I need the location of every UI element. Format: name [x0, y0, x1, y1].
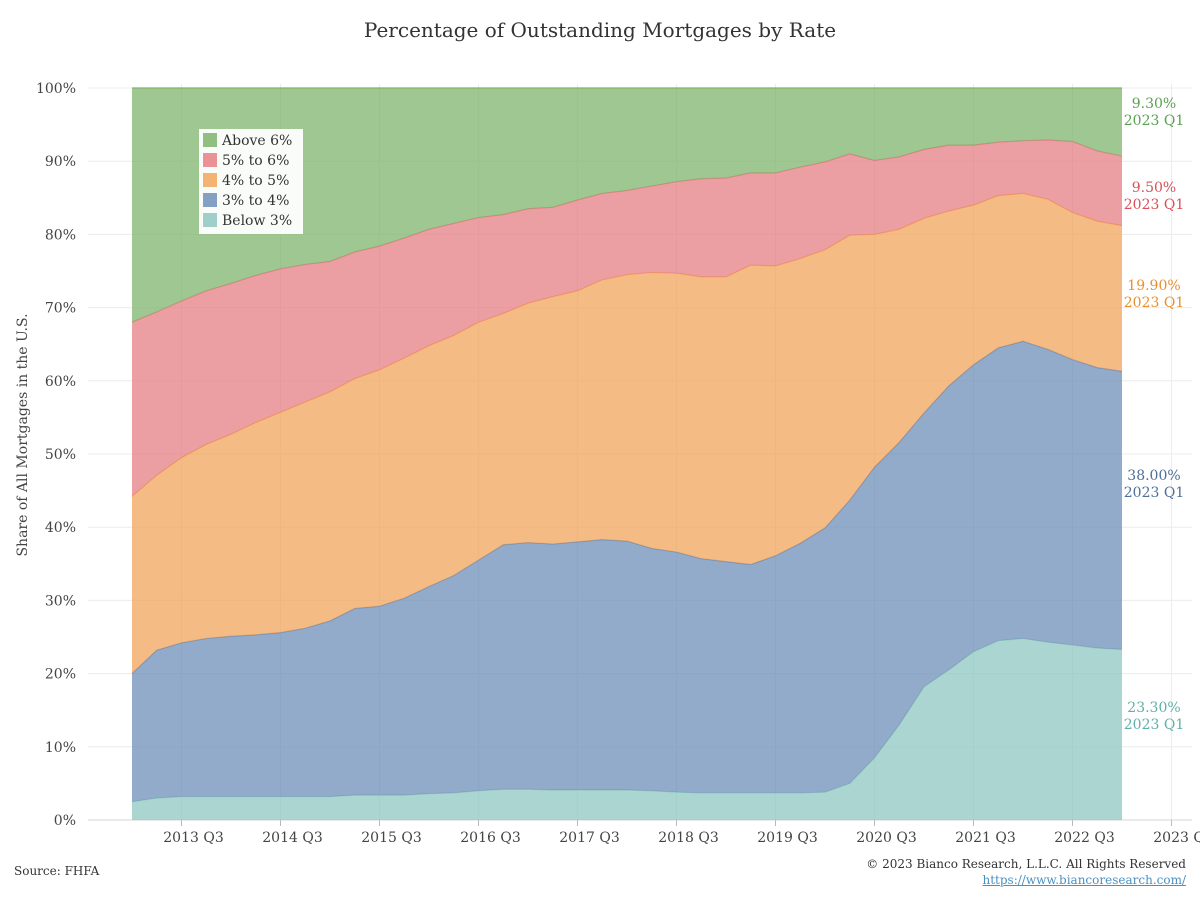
end-label: 9.50%2023 Q1 [1124, 180, 1184, 213]
x-axis-ticks: 2013 Q3 2014 Q3 2015 Q3 2016 Q3 2017 Q3 2018 … [163, 820, 1200, 846]
x-tick-label: 2018 Q3 [658, 830, 718, 846]
legend-swatch [203, 213, 217, 227]
website-link[interactable]: https://www.biancoresearch.com/ [982, 873, 1186, 887]
end-label: 9.30%2023 Q1 [1124, 96, 1184, 129]
footer-credits: © 2023 Bianco Research, L.L.C. All Right… [866, 856, 1186, 888]
x-tick-label: 2016 Q3 [460, 830, 520, 846]
y-tick-label: 0% [54, 813, 76, 829]
y-tick-label: 80% [45, 227, 76, 243]
y-tick-label: 100% [36, 81, 76, 97]
y-tick-label: 40% [45, 520, 76, 536]
x-tick-label: 2022 Q3 [1054, 830, 1114, 846]
legend-item: 4% to 5% [203, 173, 289, 189]
end-label-value: 23.30% [1127, 700, 1180, 716]
x-tick-label: 2023 Q3 [1153, 830, 1200, 846]
area-4-to-5 [132, 193, 1122, 674]
end-label-value: 19.90% [1127, 278, 1180, 294]
end-label-period: 2023 Q1 [1124, 717, 1184, 733]
y-tick-label: 30% [45, 593, 76, 609]
x-tick-label: 2015 Q3 [361, 830, 421, 846]
area-3-to-4 [132, 341, 1122, 802]
legend-label: 4% to 5% [222, 173, 289, 189]
end-label: 19.90%2023 Q1 [1124, 278, 1184, 311]
y-axis-ticks: 0% 10% 20% 30% 40% 50% 60% 70% 80% 90% 100% [36, 81, 76, 829]
y-tick-label: 20% [45, 667, 76, 683]
x-tick-label: 2017 Q3 [559, 830, 619, 846]
y-axis-label: Share of All Mortgages in the U.S. [15, 313, 31, 556]
y-tick-label: 50% [45, 447, 76, 463]
end-label-period: 2023 Q1 [1124, 197, 1184, 213]
legend-item: Above 6% [203, 133, 292, 149]
y-tick-label: 10% [45, 740, 76, 756]
areas [131, 87, 1123, 820]
area-below-3 [132, 638, 1122, 820]
x-tick-label: 2021 Q3 [955, 830, 1015, 846]
copyright: © 2023 Bianco Research, L.L.C. All Right… [866, 857, 1186, 871]
legend-item: Below 3% [203, 213, 292, 229]
end-label-period: 2023 Q1 [1124, 295, 1184, 311]
y-tick-label: 90% [45, 154, 76, 170]
end-label: 23.30%2023 Q1 [1124, 700, 1184, 733]
legend-label: Below 3% [222, 213, 292, 229]
legend-swatch [203, 133, 217, 147]
y-tick-label: 60% [45, 374, 76, 390]
legend-item: 5% to 6% [203, 153, 289, 169]
y-tick-label: 70% [45, 301, 76, 317]
x-tick-label: 2019 Q3 [757, 830, 817, 846]
x-tick-label: 2013 Q3 [163, 830, 223, 846]
end-label-period: 2023 Q1 [1124, 113, 1184, 129]
x-tick-label: 2014 Q3 [262, 830, 322, 846]
legend-swatch [203, 173, 217, 187]
chart-title: Percentage of Outstanding Mortgages by R… [364, 18, 836, 42]
legend-swatch [203, 193, 217, 207]
end-label-value: 9.50% [1132, 180, 1176, 196]
legend: Above 6% 5% to 6% 4% to 5% 3% to 4% Below 3% [199, 129, 303, 234]
legend-item: 3% to 4% [203, 193, 289, 209]
end-label-value: 38.00% [1127, 468, 1180, 484]
source-note: Source: FHFA [14, 864, 100, 878]
end-label-value: 9.30% [1132, 96, 1176, 112]
area-above-6 [132, 88, 1122, 323]
area-5-to-6 [132, 139, 1122, 497]
legend-label: Above 6% [221, 133, 292, 149]
legend-swatch [203, 153, 217, 167]
x-tick-label: 2020 Q3 [856, 830, 916, 846]
legend-label: 3% to 4% [222, 193, 289, 209]
end-label-period: 2023 Q1 [1124, 485, 1184, 501]
end-label: 38.00%2023 Q1 [1124, 468, 1184, 501]
legend-label: 5% to 6% [222, 153, 289, 169]
